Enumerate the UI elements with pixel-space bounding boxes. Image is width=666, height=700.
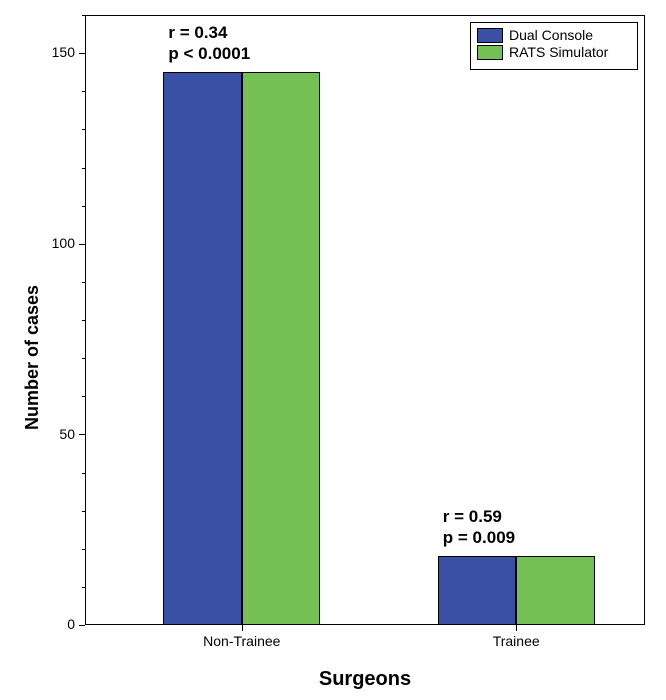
y-tick-mark	[79, 434, 85, 435]
legend-swatch	[477, 45, 503, 60]
y-minor-tick	[82, 396, 85, 397]
y-minor-tick	[82, 91, 85, 92]
y-minor-tick	[82, 320, 85, 321]
stat-annotation: r = 0.59p = 0.009	[443, 506, 515, 549]
x-tick-mark	[242, 625, 243, 631]
legend-swatch	[477, 28, 503, 43]
x-axis-label: Surgeons	[85, 668, 645, 691]
y-tick-mark	[79, 244, 85, 245]
y-minor-tick	[82, 587, 85, 588]
y-minor-tick	[82, 15, 85, 16]
x-tick-mark	[516, 625, 517, 631]
bar	[516, 556, 594, 625]
y-tick-label: 50	[59, 426, 75, 442]
y-tick-mark	[79, 625, 85, 626]
bar	[242, 72, 320, 625]
y-minor-tick	[82, 549, 85, 550]
legend-label: RATS Simulator	[509, 44, 608, 61]
y-tick-label: 100	[52, 235, 75, 251]
y-tick-label: 150	[52, 44, 75, 60]
y-minor-tick	[82, 358, 85, 359]
y-minor-tick	[82, 473, 85, 474]
y-tick-label: 0	[67, 616, 75, 632]
y-minor-tick	[82, 206, 85, 207]
legend-label: Dual Console	[509, 27, 593, 44]
legend-item: Dual Console	[477, 27, 631, 44]
y-minor-tick	[82, 282, 85, 283]
y-minor-tick	[82, 511, 85, 512]
x-category-label: Non-Trainee	[162, 633, 322, 649]
x-category-label: Trainee	[436, 633, 596, 649]
y-minor-tick	[82, 129, 85, 130]
stat-annotation: r = 0.34p < 0.0001	[168, 22, 250, 65]
y-minor-tick	[82, 168, 85, 169]
legend: Dual ConsoleRATS Simulator	[470, 22, 638, 70]
y-tick-mark	[79, 53, 85, 54]
bar	[438, 556, 516, 625]
y-axis-label: Number of cases	[22, 285, 43, 430]
bar	[163, 72, 241, 625]
legend-item: RATS Simulator	[477, 44, 631, 61]
bar-chart: Number of cases 0 50 100 150 Non-Trainee Tra…	[0, 0, 666, 700]
